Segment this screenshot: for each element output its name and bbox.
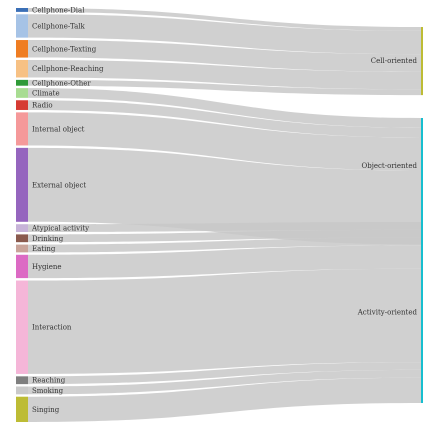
source-label-cellphone-texting: Cellphone-Texting: [32, 45, 97, 53]
source-label-cellphone-dial: Cellphone-Dial: [32, 6, 85, 14]
source-node-atypical-activity: [16, 224, 28, 232]
link-drinking: [28, 229, 421, 243]
source-node-internal-object: [16, 112, 28, 146]
link-climate: [28, 88, 421, 128]
source-label-reaching: Reaching: [32, 377, 66, 385]
source-label-cellphone-talk: Cellphone-Talk: [32, 22, 85, 30]
link-singing: [28, 377, 421, 422]
link-reaching: [28, 362, 421, 385]
source-label-internal-object: Internal object: [32, 125, 85, 133]
source-node-radio: [16, 100, 28, 110]
link-interaction: [28, 268, 421, 374]
link-cellphone-other: [28, 79, 421, 96]
source-node-cellphone-texting: [16, 40, 28, 58]
source-node-hygiene: [16, 254, 28, 279]
target-label-cell-oriented: Cell-oriented: [371, 57, 418, 65]
source-label-singing: Singing: [32, 406, 60, 414]
link-internal-object: [28, 112, 421, 171]
target-nodes-layer: Cell-oriented Object-oriented Activity-ori…: [357, 27, 423, 403]
source-node-drinking: [16, 234, 28, 243]
source-node-reaching: [16, 376, 28, 385]
source-label-radio: Radio: [32, 102, 53, 110]
target-label-object-oriented: Object-oriented: [361, 162, 417, 170]
target-node-object-oriented: [421, 118, 423, 245]
link-atypical-activity: [28, 222, 421, 232]
source-nodes-layer: Cellphone-Dial Cellphone-Talk Cellphone-Te…: [16, 6, 104, 422]
source-label-hygiene: Hygiene: [32, 263, 62, 271]
links-layer: [28, 8, 421, 422]
source-node-eating: [16, 244, 28, 253]
link-eating: [28, 237, 421, 253]
link-cellphone-reaching: [28, 59, 421, 90]
source-label-drinking: Drinking: [32, 235, 64, 243]
link-hygiene: [28, 245, 421, 279]
source-node-climate: [16, 88, 28, 98]
source-label-cellphone-other: Cellphone-Other: [32, 79, 91, 87]
source-label-atypical-activity: Atypical activity: [31, 225, 89, 233]
link-smoking: [28, 369, 421, 395]
source-label-cellphone-reaching: Cellphone-Reaching: [32, 65, 104, 73]
target-label-activity-oriented: Activity-oriented: [357, 308, 418, 316]
source-node-cellphone-dial: [16, 8, 28, 12]
target-node-activity-oriented: [421, 222, 423, 403]
source-label-interaction: Interaction: [32, 324, 72, 332]
source-label-external-object: External object: [32, 181, 86, 189]
source-node-cellphone-other: [16, 79, 28, 86]
source-node-external-object: [16, 147, 28, 222]
source-node-cellphone-reaching: [16, 59, 28, 78]
source-node-singing: [16, 396, 28, 422]
link-cellphone-talk: [28, 14, 421, 55]
source-label-climate: Climate: [32, 89, 60, 97]
link-cellphone-dial: [28, 8, 421, 31]
source-node-interaction: [16, 280, 28, 374]
source-label-smoking: Smoking: [32, 387, 64, 395]
link-external-object: [28, 147, 421, 245]
link-radio: [28, 100, 421, 138]
source-node-smoking: [16, 386, 28, 395]
link-cellphone-texting: [28, 40, 421, 72]
target-node-cell-oriented: [421, 27, 423, 96]
source-node-cellphone-talk: [16, 14, 28, 38]
source-label-eating: Eating: [32, 245, 56, 253]
